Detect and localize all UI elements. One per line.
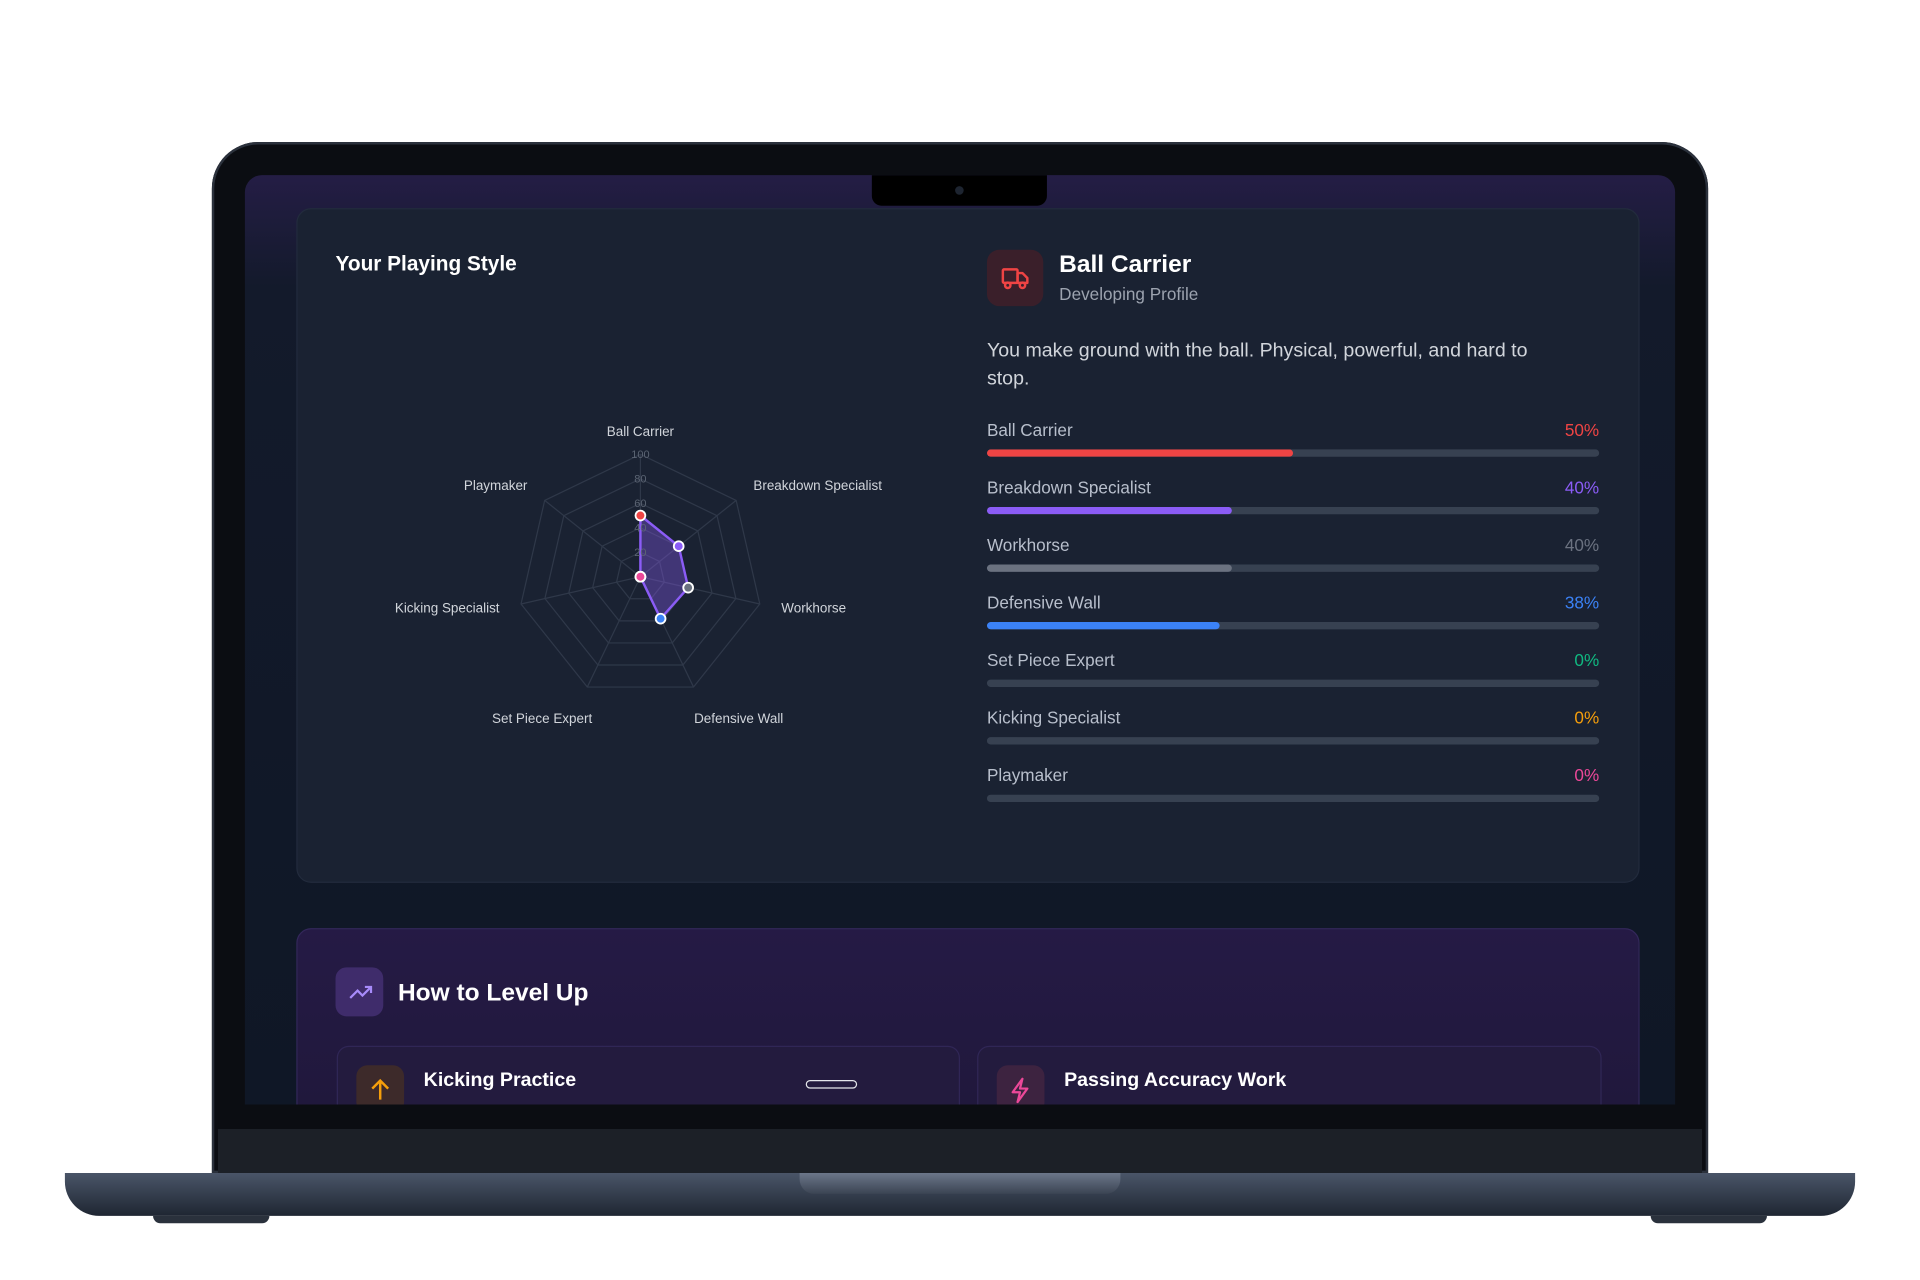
bar-fill [986, 564, 1232, 572]
r-tick-label: 80 [634, 473, 646, 485]
trend-icon [335, 967, 384, 1017]
r-tick-label: 40 [634, 522, 646, 534]
tip-title: Kicking Practice [423, 1070, 577, 1092]
axis-line [586, 576, 641, 688]
bar-track [986, 564, 1600, 572]
tip-icon [356, 1065, 405, 1105]
axis-label: Playmaker [464, 478, 528, 493]
radar-point [682, 581, 694, 594]
bar-label: Set Piece Expert [986, 650, 1115, 670]
bar-value: 40% [1564, 535, 1600, 555]
card-title: Your Playing Style [335, 252, 517, 276]
tip-icon [996, 1065, 1045, 1105]
profile-title: Ball Carrier [1059, 251, 1192, 278]
foot [153, 1215, 270, 1224]
r-tick-label: 20 [634, 547, 646, 559]
bar-value: 0% [1574, 765, 1600, 785]
axis-line [640, 576, 760, 605]
axis-label: Workhorse [781, 600, 846, 615]
radar-point [672, 540, 685, 553]
tip-card: Kicking Practice [336, 1045, 961, 1105]
bar-value: 50% [1564, 420, 1600, 440]
bar-fill [986, 449, 1294, 457]
bar-label: Workhorse [986, 535, 1070, 555]
axis-line [544, 499, 641, 578]
tip-card: Passing Accuracy Work [977, 1045, 1602, 1105]
radar-point [654, 612, 667, 625]
bar-track [986, 506, 1600, 515]
grid-ring [568, 502, 713, 644]
bar-label: Kicking Specialist [986, 707, 1121, 728]
grid-ring [615, 551, 665, 600]
profile-description: You make ground with the ball. Physical,… [986, 340, 1528, 390]
bar-fill [986, 622, 1220, 630]
bar-label: Breakdown Specialist [986, 477, 1151, 498]
axis-label: Defensive Wall [694, 711, 783, 726]
bar-value: 40% [1564, 477, 1600, 498]
bar-label: Ball Carrier [986, 420, 1073, 440]
radar-point [634, 570, 647, 583]
foot [1650, 1215, 1767, 1224]
bar-track [986, 679, 1600, 687]
camera [955, 186, 964, 195]
notch [871, 175, 1047, 206]
section-title: How to Level Up [397, 979, 589, 1007]
grid-ring [544, 478, 737, 666]
radar-point [634, 509, 647, 522]
bar-track [986, 737, 1600, 745]
radar-area [639, 512, 690, 621]
axis-line [640, 499, 737, 578]
profile-icon [986, 249, 1044, 307]
hinge [799, 1173, 1121, 1194]
trend-glyph [349, 985, 373, 999]
axis-label: Breakdown Specialist [753, 478, 882, 493]
axis-line [520, 576, 641, 605]
home-indicator [805, 1080, 858, 1089]
bar-track [986, 794, 1600, 803]
bar-value: 0% [1574, 707, 1600, 728]
truck-icon [1001, 268, 1029, 290]
r-tick-label: 100 [631, 449, 649, 461]
radar-chart: 20 40 60 80 100 Ball Carrier Breakdown Special… [395, 424, 882, 726]
bar-fill [986, 506, 1232, 515]
style-card: Your Playing Style 20 40 60 80 100 Ball Carri… [296, 208, 1640, 883]
level-up-card: How to Level Up Kicking Practice Passing… [296, 928, 1640, 1105]
bar-value: 0% [1574, 650, 1600, 670]
arrow-glyph [371, 1078, 390, 1100]
bezel [217, 1128, 1703, 1174]
bar-label: Playmaker [986, 765, 1068, 785]
bar-track [986, 449, 1600, 457]
axis-label: Set Piece Expert [492, 711, 592, 726]
grid-ring [520, 453, 761, 688]
axis-label: Kicking Specialist [395, 600, 500, 615]
profile-subtitle: Developing Profile [1059, 284, 1199, 304]
screen: Your Playing Style 20 40 60 80 100 Ball Carri… [244, 175, 1676, 1105]
bar-track [986, 622, 1600, 630]
bolt-glyph [1011, 1077, 1029, 1104]
tip-title: Passing Accuracy Work [1064, 1070, 1287, 1092]
bar-value: 38% [1564, 592, 1600, 613]
axis-label: Ball Carrier [607, 424, 675, 439]
bar-label: Defensive Wall [986, 592, 1101, 613]
r-tick-label: 60 [634, 498, 646, 510]
